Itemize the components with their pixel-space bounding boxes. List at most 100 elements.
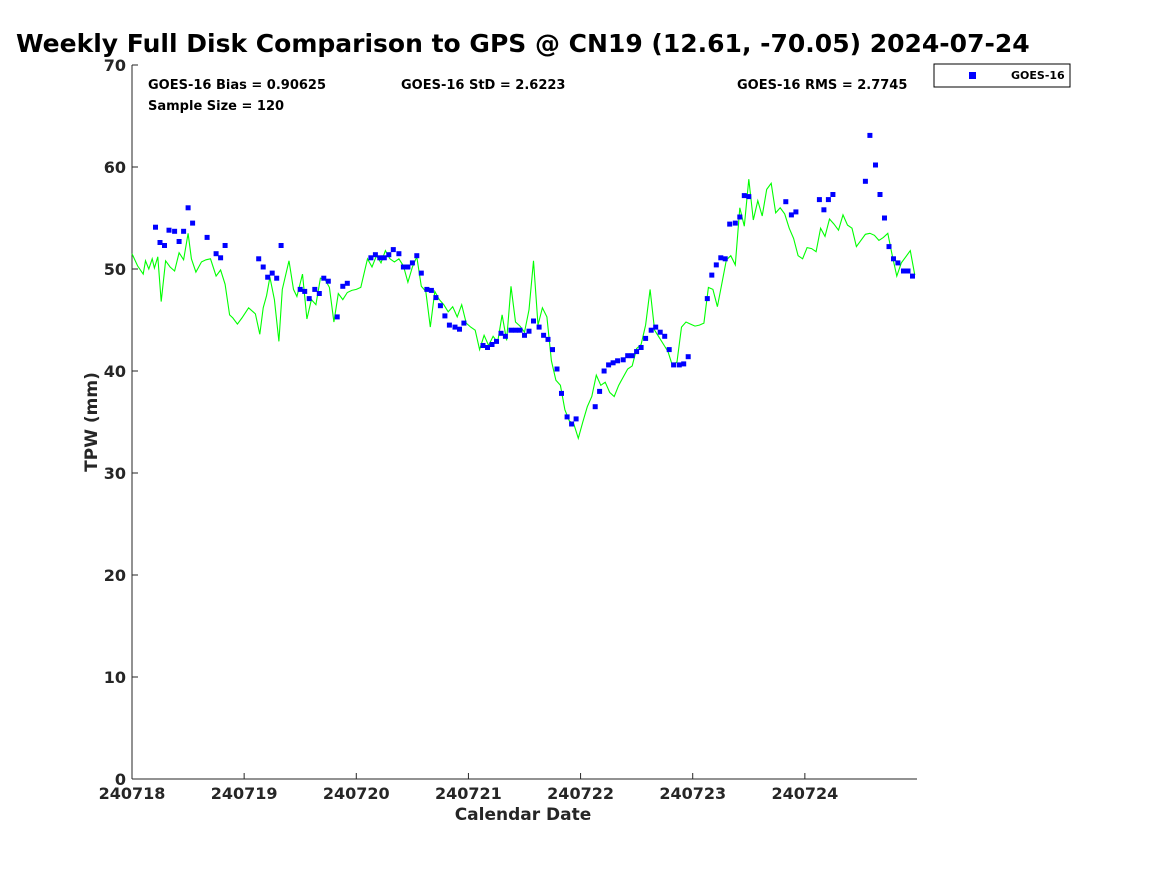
goes16-point <box>452 324 458 330</box>
y-tick-label: 40 <box>104 362 126 381</box>
goes16-point <box>830 192 836 197</box>
goes16-point <box>891 256 896 262</box>
goes16-point <box>634 349 640 355</box>
x-tick-label: 240719 <box>211 784 278 803</box>
x-tick-label: 240722 <box>547 784 614 803</box>
sample-size-stat: Sample Size = 120 <box>148 99 284 114</box>
goes16-point <box>269 270 275 276</box>
y-axis-label: TPW (mm) <box>82 372 102 472</box>
goes16-point <box>437 303 443 309</box>
goes16-point <box>260 264 266 270</box>
goes16-point <box>662 333 668 339</box>
goes16-point <box>592 404 598 410</box>
goes16-point <box>162 243 167 248</box>
goes16-point <box>657 329 663 335</box>
goes16-point <box>265 274 271 280</box>
goes16-point <box>550 347 555 353</box>
goes16-point <box>157 240 163 245</box>
goes16-point <box>312 286 318 292</box>
std-stat: GOES-16 StD = 2.6223 <box>401 78 565 93</box>
goes16-point <box>213 251 219 257</box>
goes16-point <box>620 357 626 363</box>
goes16-point <box>386 252 392 258</box>
legend-box <box>933 63 1071 88</box>
x-tick-label: 240721 <box>435 784 502 803</box>
goes16-point <box>545 336 551 342</box>
goes16-point <box>218 255 224 261</box>
goes16-point <box>676 362 682 368</box>
goes16-point <box>681 361 687 367</box>
gps-line-series <box>131 179 916 441</box>
goes16-point <box>910 273 915 279</box>
goes16-point <box>867 132 873 138</box>
goes16-point <box>643 335 649 341</box>
goes16-point <box>368 255 374 261</box>
goes16-point <box>606 362 612 368</box>
x-tick-label: 240724 <box>771 784 838 803</box>
goes16-point <box>274 275 280 281</box>
goes16-point <box>377 255 383 261</box>
goes16-point <box>334 314 340 320</box>
goes16-point <box>732 220 738 226</box>
goes16-point <box>816 197 822 203</box>
goes16-point <box>793 209 799 215</box>
goes16-point <box>722 256 728 262</box>
goes16-point <box>882 215 887 221</box>
goes16-point <box>564 414 570 420</box>
goes16-point <box>316 291 322 296</box>
goes16-point <box>905 268 911 274</box>
goes16-point <box>718 255 724 261</box>
goes16-point <box>485 345 490 350</box>
goes16-point <box>653 324 659 330</box>
goes16-point <box>615 358 621 364</box>
goes16-point <box>424 286 430 292</box>
y-tick-label: 10 <box>104 668 126 687</box>
goes16-point <box>494 338 499 344</box>
goes16-point <box>638 345 644 350</box>
goes16-point <box>554 366 560 372</box>
goes16-point <box>517 327 523 333</box>
goes16-point <box>513 327 518 333</box>
goes16-point <box>409 260 415 266</box>
y-ticks: 0 10 20 30 40 50 60 70 <box>104 56 138 789</box>
goes16-point <box>704 296 710 302</box>
goes16-point <box>297 286 303 292</box>
goes16-point <box>498 330 504 336</box>
goes16-point <box>601 368 607 374</box>
goes16-point <box>727 221 733 227</box>
goes16-point <box>306 296 312 302</box>
x-axis-label: Calendar Date <box>455 805 592 825</box>
goes16-point <box>629 353 635 359</box>
goes16-point <box>541 332 547 338</box>
bias-stat: GOES-16 Bias = 0.90625 <box>148 78 326 93</box>
rms-stat: GOES-16 RMS = 2.7745 <box>737 78 907 93</box>
goes16-point <box>522 332 527 338</box>
goes16-point <box>442 313 448 319</box>
x-tick-label: 240720 <box>323 784 390 803</box>
goes16-point <box>901 268 906 274</box>
goes16-point <box>873 162 878 168</box>
goes16-point <box>821 207 827 213</box>
goes16-point <box>390 247 396 253</box>
goes16-point <box>671 362 677 368</box>
goes16-point <box>190 220 196 226</box>
goes16-point <box>531 318 536 324</box>
goes16-point <box>414 253 420 259</box>
goes16-point <box>153 224 158 230</box>
goes16-point <box>825 197 831 203</box>
goes16-point <box>185 205 191 211</box>
y-tick-label: 30 <box>104 464 126 483</box>
y-tick-label: 50 <box>104 260 126 279</box>
goes16-point <box>685 354 691 360</box>
y-tick-label: 60 <box>104 158 126 177</box>
y-tick-label: 0 <box>115 770 126 789</box>
x-tick-label: 240718 <box>99 784 166 803</box>
goes16-point <box>559 390 564 396</box>
goes16-point <box>396 251 402 257</box>
goes16-point <box>862 178 868 184</box>
goes16-point <box>666 347 672 353</box>
goes16-point <box>895 260 901 266</box>
goes16-point <box>610 360 616 366</box>
plot-area: 0 10 20 30 40 50 60 70 240718 240719 240720 240721… <box>99 56 917 803</box>
goes16-point <box>461 320 467 326</box>
